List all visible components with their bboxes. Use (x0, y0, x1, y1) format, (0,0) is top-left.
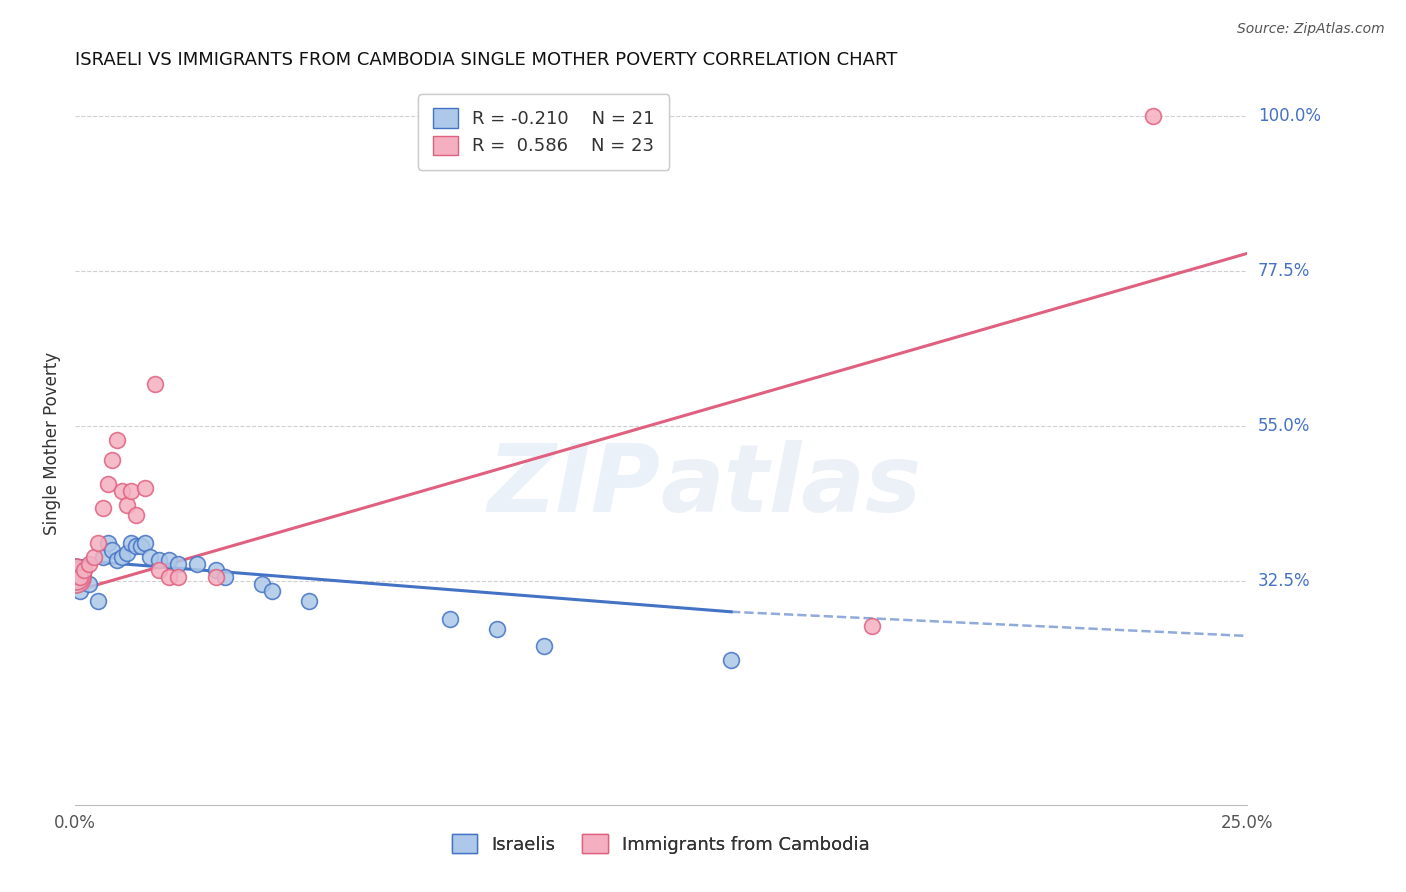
Point (115, 546, 138, 560)
Point (120, 536, 142, 550)
Point (97, 477, 120, 491)
Point (252, 577, 274, 591)
Point (214, 570, 236, 584)
Text: 100.0%: 100.0% (1258, 107, 1320, 125)
Text: Source: ZipAtlas.com: Source: ZipAtlas.com (1237, 22, 1385, 37)
Text: 77.5%: 77.5% (1258, 261, 1310, 280)
Text: 55.0%: 55.0% (1258, 417, 1310, 434)
Point (143, 377, 166, 392)
Point (63, 566, 86, 581)
Point (298, 594, 321, 608)
Text: atlas: atlas (661, 441, 922, 533)
Point (105, 433, 128, 447)
Point (87, 536, 110, 550)
Point (97, 536, 120, 550)
Point (439, 612, 461, 626)
Point (139, 549, 162, 564)
Point (63, 570, 86, 584)
Point (129, 539, 152, 553)
Point (720, 653, 742, 667)
Point (63, 566, 86, 581)
Point (73, 564, 96, 578)
Point (83, 549, 105, 564)
Point (105, 553, 128, 567)
Point (91, 549, 114, 564)
Point (485, 622, 508, 636)
Text: ISRAELI VS IMMIGRANTS FROM CAMBODIA SINGLE MOTHER POVERTY CORRELATION CHART: ISRAELI VS IMMIGRANTS FROM CAMBODIA SING… (75, 51, 897, 69)
Point (115, 498, 138, 512)
Point (101, 542, 124, 557)
Text: ZIP: ZIP (488, 441, 661, 533)
Text: 32.5%: 32.5% (1258, 572, 1310, 590)
Point (91, 501, 114, 516)
Point (533, 639, 555, 653)
Point (1142, 109, 1164, 123)
Point (186, 557, 208, 571)
Point (134, 536, 156, 550)
Point (111, 484, 134, 499)
Legend: Israelis, Immigrants from Cambodia: Israelis, Immigrants from Cambodia (444, 826, 877, 861)
Point (77, 557, 100, 571)
Point (148, 564, 170, 578)
Point (204, 570, 226, 584)
Point (77, 577, 100, 591)
Y-axis label: Single Mother Poverty: Single Mother Poverty (44, 351, 60, 534)
Point (120, 484, 142, 499)
Point (167, 570, 190, 584)
Point (860, 618, 883, 632)
Point (260, 584, 283, 599)
Point (157, 553, 180, 567)
Point (125, 539, 148, 553)
Point (69, 570, 91, 584)
Point (125, 508, 148, 523)
Point (87, 594, 110, 608)
Point (157, 570, 180, 584)
Point (101, 453, 124, 467)
Point (111, 549, 134, 564)
Point (63, 570, 86, 584)
Point (69, 584, 91, 599)
Point (167, 557, 190, 571)
Point (204, 564, 226, 578)
Point (148, 553, 170, 567)
Point (134, 481, 156, 495)
